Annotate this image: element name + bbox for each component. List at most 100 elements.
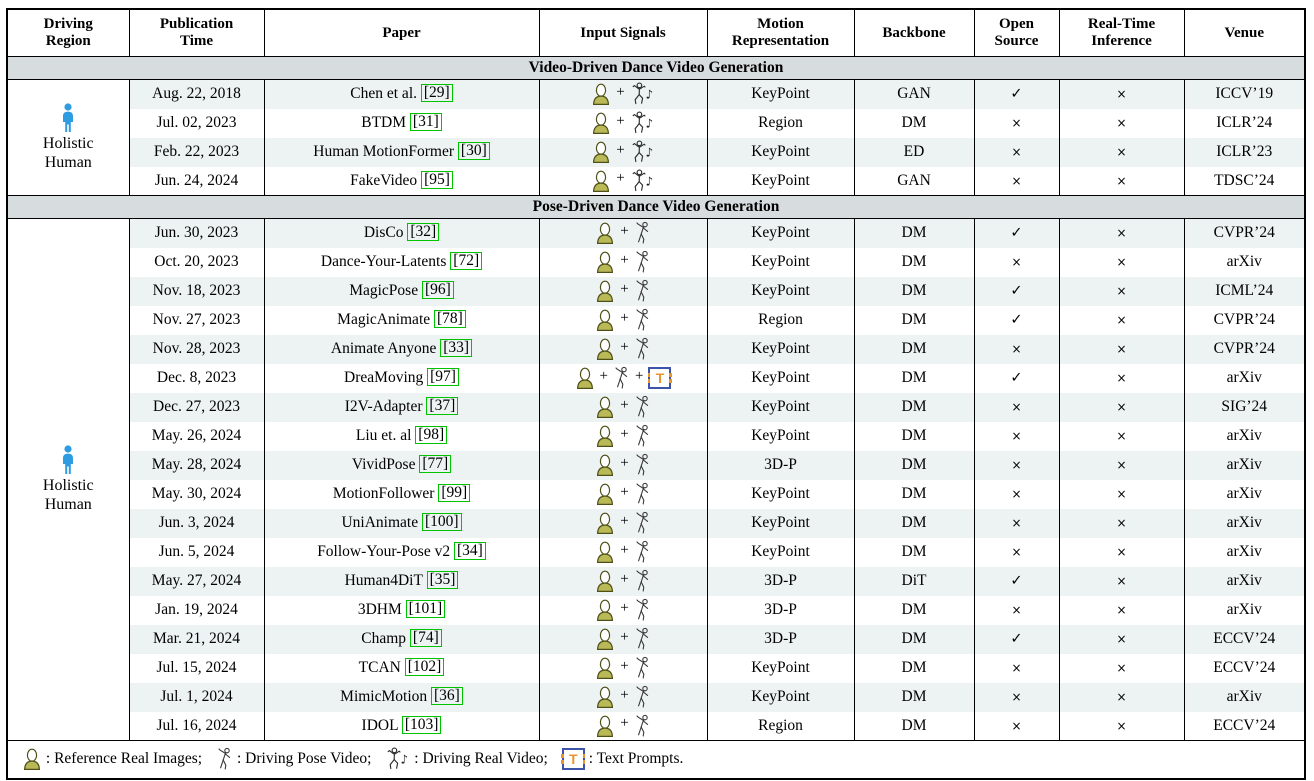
cell-publication-time: Nov. 27, 2023: [128, 305, 265, 335]
header-row: Driving Region Publication Time Paper Input S…: [6, 8, 1306, 57]
citation-link[interactable]: [29]: [420, 84, 453, 103]
cell-backbone: DM: [853, 653, 975, 683]
citation-link[interactable]: [32]: [407, 223, 440, 242]
cell-venue: ECCV’24: [1183, 711, 1306, 741]
cell-input-signals: +: [538, 305, 708, 335]
cell-open-source: ×: [973, 392, 1060, 422]
cell-motion-representation: KeyPoint: [706, 137, 855, 167]
cell-backbone: DM: [853, 218, 975, 248]
text-prompt-icon: T: [561, 748, 586, 770]
reference-image-icon: [597, 657, 614, 679]
cell-publication-time: May. 30, 2024: [128, 479, 265, 509]
column-header-paper: Paper: [263, 8, 540, 57]
cell-input-signals: +: [538, 566, 708, 596]
plus-sign: +: [620, 512, 629, 529]
pose-video-icon: [636, 569, 648, 592]
cell-venue: SIG’24: [1183, 392, 1306, 422]
cell-real-time-inference: ×: [1058, 363, 1185, 393]
citation-link[interactable]: [72]: [450, 252, 483, 270]
pose-video-icon: [636, 685, 648, 708]
legend-item-text: Driving Pose Video: [245, 749, 368, 767]
cell-open-source: ×: [973, 682, 1060, 712]
citation-link[interactable]: [34]: [453, 542, 486, 560]
cell-backbone: DiT: [853, 566, 975, 596]
cell-open-source: ×: [973, 479, 1060, 509]
plus-sign: +: [620, 541, 629, 558]
citation-link[interactable]: [96]: [421, 281, 454, 299]
pose-video-icon: [636, 627, 648, 650]
plus-sign: +: [620, 570, 629, 587]
citation-link[interactable]: [99]: [438, 484, 471, 502]
reference-image-icon: [593, 112, 610, 134]
section-header-row: Pose-Driven Dance Video Generation: [6, 195, 1306, 219]
cell-publication-time: May. 28, 2024: [128, 450, 265, 480]
reference-image-icon: [576, 367, 593, 389]
reference-image-icon: [597, 425, 614, 447]
pose-video-icon: [636, 656, 648, 679]
cell-paper: MagicPose [96]: [263, 276, 540, 306]
cell-publication-time: Oct. 20, 2023: [128, 247, 265, 277]
cell-open-source: ✓: [973, 624, 1060, 654]
cell-open-source: ×: [973, 166, 1060, 196]
citation-link[interactable]: [100]: [421, 513, 462, 531]
citation-link[interactable]: [103]: [401, 715, 442, 734]
citation-link[interactable]: [77]: [419, 455, 452, 473]
reference-image-icon: [597, 686, 614, 708]
cell-real-time-inference: ×: [1058, 450, 1185, 480]
section-title: Video-Driven Dance Video Generation: [6, 56, 1306, 80]
section-header-row: Video-Driven Dance Video Generation: [6, 56, 1306, 80]
plus-sign: +: [620, 222, 629, 239]
cell-paper: MagicAnimate [78]: [263, 305, 540, 335]
pose-video-icon: [636, 598, 648, 621]
citation-link[interactable]: [37]: [426, 397, 459, 415]
cell-open-source: ✓: [973, 305, 1060, 335]
cell-motion-representation: KeyPoint: [706, 276, 855, 306]
citation-link[interactable]: [33]: [440, 339, 473, 357]
citation-link[interactable]: [36]: [431, 687, 463, 705]
citation-link[interactable]: [31]: [409, 113, 442, 131]
text-prompt-icon: T: [647, 367, 672, 389]
cell-venue: CVPR’24: [1183, 305, 1306, 335]
cell-publication-time: Jul. 02, 2023: [128, 108, 265, 138]
citation-link[interactable]: [74]: [409, 629, 442, 647]
cell-real-time-inference: ×: [1058, 566, 1185, 596]
table-row: May. 28, 2024 VividPose [77] +3D-P DM × × arXi…: [7, 450, 1306, 480]
plus-sign: +: [620, 251, 629, 268]
cell-publication-time: May. 26, 2024: [128, 421, 265, 451]
pose-video-icon: [636, 222, 648, 244]
cell-backbone: DM: [853, 508, 975, 538]
cell-backbone: DM: [853, 334, 975, 364]
cell-open-source: ✓: [973, 276, 1060, 306]
legend: : Reference Real Images; : Driving Pose …: [22, 747, 1298, 771]
cell-real-time-inference: ×: [1058, 711, 1185, 741]
reference-image-icon: [597, 715, 614, 737]
citation-link[interactable]: [95]: [421, 170, 453, 189]
cell-paper: Follow-Your-Pose v2 [34]: [263, 537, 540, 567]
citation-link[interactable]: [102]: [404, 658, 445, 676]
citation-link[interactable]: [97]: [427, 368, 459, 386]
citation-link[interactable]: [98]: [415, 426, 448, 444]
legend-item: : Reference Real Images;: [22, 748, 202, 770]
cell-input-signals: +: [538, 682, 708, 712]
plus-sign: +: [620, 454, 629, 471]
cell-real-time-inference: ×: [1058, 624, 1185, 654]
cell-real-time-inference: ×: [1058, 421, 1185, 451]
cell-real-time-inference: ×: [1058, 479, 1185, 509]
svg-text:♪: ♪: [645, 117, 653, 131]
cell-real-time-inference: ×: [1058, 595, 1185, 625]
cell-paper: Human4DiT [35]: [263, 566, 540, 596]
cell-open-source: ×: [973, 247, 1060, 277]
cell-publication-time: Mar. 21, 2024: [128, 624, 265, 654]
citation-link[interactable]: [101]: [405, 600, 446, 618]
table-row: May. 30, 2024 MotionFollower [99] + KeyPoin…: [7, 479, 1306, 509]
cell-open-source: ×: [973, 595, 1060, 625]
cell-venue: ICML’24: [1183, 276, 1306, 306]
cell-backbone: DM: [853, 537, 975, 567]
cell-motion-representation: KeyPoint: [706, 682, 855, 712]
cell-venue: arXiv: [1183, 682, 1306, 712]
citation-link[interactable]: [30]: [457, 142, 490, 160]
cell-backbone: DM: [853, 305, 975, 335]
citation-link[interactable]: [35]: [426, 571, 459, 589]
citation-link[interactable]: [78]: [434, 310, 466, 328]
table-row: Jan. 19, 2024 3DHM [101] +3D-P DM × × arXiv: [7, 595, 1306, 625]
